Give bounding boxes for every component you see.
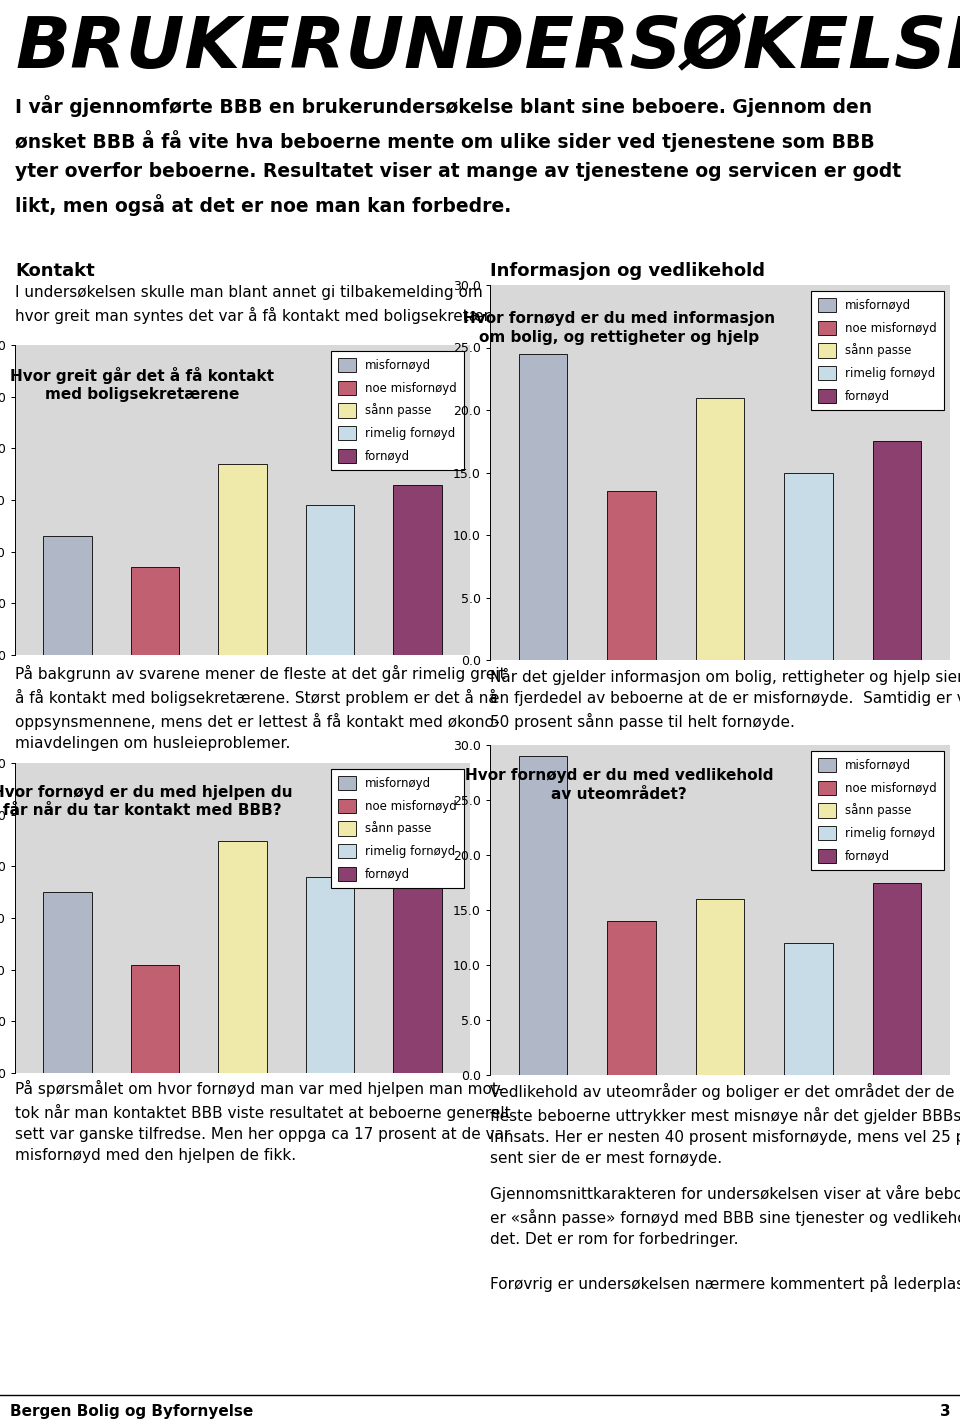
Bar	[306, 505, 354, 655]
Text: Hvor greit går det å få kontakt
med boligsekretærene: Hvor greit går det å få kontakt med boli…	[11, 366, 275, 402]
Text: Vedlikehold av uteområder og boliger er det området der de
fleste beboerne uttry: Vedlikehold av uteområder og boliger er …	[490, 1082, 960, 1166]
Bar	[696, 898, 744, 1075]
Text: På spørsmålet om hvor fornøyd man var med hjelpen man mot-
tok når man kontaktet: På spørsmålet om hvor fornøyd man var me…	[15, 1079, 511, 1164]
Bar	[696, 398, 744, 660]
Text: Når det gjelder informasjon om bolig, rettigheter og hjelp sier
en fjerdedel av : Når det gjelder informasjon om bolig, re…	[490, 667, 960, 730]
Bar	[219, 463, 267, 655]
Text: Bergen Bolig og Byfornyelse: Bergen Bolig og Byfornyelse	[10, 1405, 252, 1419]
Text: Forøvrig er undersøkelsen nærmere kommentert på lederplass.: Forøvrig er undersøkelsen nærmere kommen…	[490, 1275, 960, 1292]
Bar	[873, 441, 922, 660]
Bar	[784, 943, 832, 1075]
Bar	[608, 921, 656, 1075]
Bar	[219, 840, 267, 1072]
Bar	[394, 851, 442, 1072]
Bar	[608, 491, 656, 660]
Text: Hvor fornøyd er du med informasjon
om bolig, og rettigheter og hjelp: Hvor fornøyd er du med informasjon om bo…	[463, 311, 775, 345]
Bar	[518, 756, 567, 1075]
Text: Hvor fornøyd er du med hjelpen du
får når du tar kontakt med BBB?: Hvor fornøyd er du med hjelpen du får nå…	[0, 784, 293, 819]
Bar	[43, 893, 91, 1072]
Bar	[394, 485, 442, 655]
Legend: misfornøyd, noe misfornøyd, sånn passe, rimelig fornøyd, fornøyd: misfornøyd, noe misfornøyd, sånn passe, …	[331, 351, 464, 471]
Bar	[306, 877, 354, 1072]
Bar	[43, 536, 91, 655]
Text: Informasjon og vedlikehold: Informasjon og vedlikehold	[490, 261, 765, 279]
Bar	[131, 568, 180, 655]
Legend: misfornøyd, noe misfornøyd, sånn passe, rimelig fornøyd, fornøyd: misfornøyd, noe misfornøyd, sånn passe, …	[811, 752, 944, 870]
Bar	[131, 964, 180, 1072]
Text: BRUKERUNDERSØKELSEN: BRUKERUNDERSØKELSEN	[15, 13, 960, 83]
Bar	[873, 883, 922, 1075]
Bar	[518, 354, 567, 660]
Legend: misfornøyd, noe misfornøyd, sånn passe, rimelig fornøyd, fornøyd: misfornøyd, noe misfornøyd, sånn passe, …	[811, 291, 944, 411]
Bar	[784, 472, 832, 660]
Text: På bakgrunn av svarene mener de fleste at det går rimelig greit
å få kontakt med: På bakgrunn av svarene mener de fleste a…	[15, 665, 506, 752]
Text: 3: 3	[940, 1405, 950, 1419]
Text: Kontakt: Kontakt	[15, 261, 95, 279]
Text: I vår gjennomførte BBB en brukerundersøkelse blant sine beboere. Gjennom den
øns: I vår gjennomførte BBB en brukerundersøk…	[15, 96, 901, 215]
Text: Hvor fornøyd er du med vedlikehold
av uteområdet?: Hvor fornøyd er du med vedlikehold av ut…	[465, 769, 773, 801]
Text: I undersøkelsen skulle man blant annet gi tilbakemelding om
hvor greit man synte: I undersøkelsen skulle man blant annet g…	[15, 285, 523, 324]
Legend: misfornøyd, noe misfornøyd, sånn passe, rimelig fornøyd, fornøyd: misfornøyd, noe misfornøyd, sånn passe, …	[331, 769, 464, 888]
Text: Gjennomsnittkarakteren for undersøkelsen viser at våre beboere
er «sånn passe» f: Gjennomsnittkarakteren for undersøkelsen…	[490, 1185, 960, 1248]
